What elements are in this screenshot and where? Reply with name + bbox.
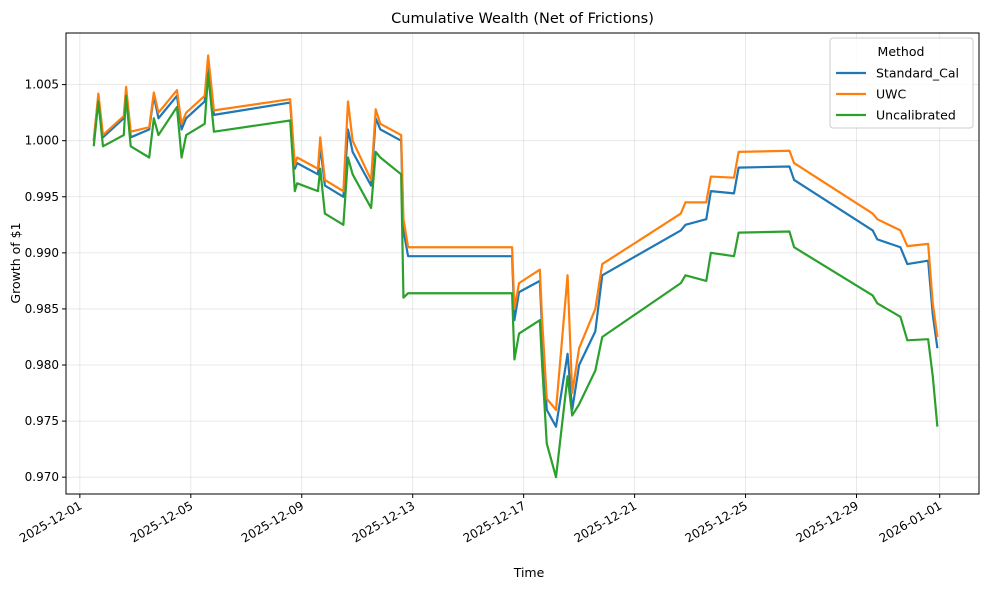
- legend-label: Standard_Cal: [876, 66, 959, 81]
- legend-frame: [829, 37, 974, 129]
- grid: [66, 33, 979, 494]
- y-axis-label: Growth of $1: [8, 222, 23, 303]
- series-line-uncalibrated: [92, 72, 939, 479]
- plot-area-frame: [65, 32, 980, 495]
- series-line-uwc: [92, 54, 939, 411]
- chart-title: Cumulative Wealth (Net of Frictions): [391, 11, 654, 27]
- y-tick-label: 1.000: [25, 134, 59, 148]
- legend-title: Method: [878, 44, 925, 59]
- y-tick-label: 0.990: [25, 246, 59, 260]
- y-tick-label: 0.980: [25, 358, 59, 372]
- y-tick-label: 0.995: [25, 190, 59, 204]
- legend-label: Uncalibrated: [876, 108, 956, 123]
- x-axis-label: Time: [513, 565, 545, 580]
- y-tick-label: 0.970: [25, 470, 59, 484]
- legend-label: UWC: [876, 87, 907, 102]
- y-tick-label: 1.005: [25, 78, 59, 92]
- y-tick-label: 0.975: [25, 414, 59, 428]
- series-layer: [92, 54, 939, 479]
- y-tick-label: 0.985: [25, 302, 59, 316]
- legend: Method Standard_Cal UWC Uncalibrated: [829, 37, 974, 129]
- y-axis: 0.970 0.975 0.980 0.985 0.990 0.995 1.000 1.005: [25, 78, 66, 484]
